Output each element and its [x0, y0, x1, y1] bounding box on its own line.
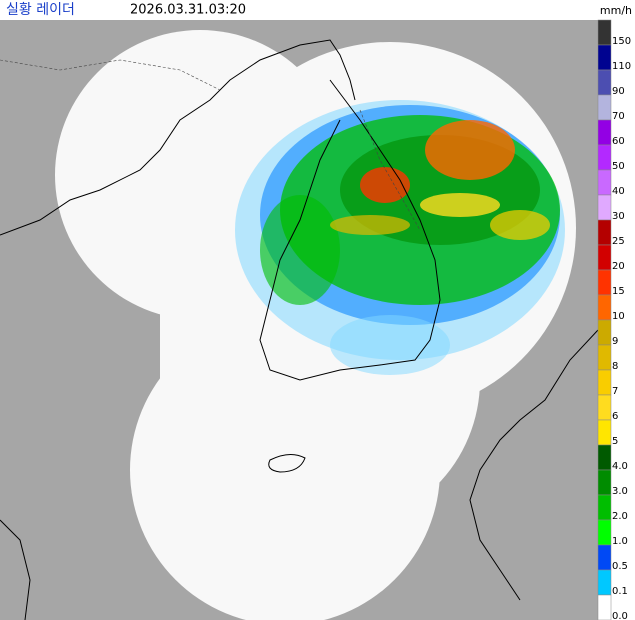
coastlines — [0, 39, 598, 620]
page-title: 실황 레이더 — [6, 2, 75, 18]
legend-label: 90 — [612, 86, 625, 97]
legend-swatch — [597, 94, 612, 121]
legend-label: 5 — [612, 436, 618, 447]
map — [0, 20, 598, 620]
legend-swatch — [597, 469, 612, 496]
unit-label: mm/h — [600, 4, 632, 17]
legend-swatch — [597, 344, 612, 371]
legend-swatch — [597, 394, 612, 421]
legend-swatch — [597, 494, 612, 521]
legend-swatch — [597, 119, 612, 146]
legend-label: 70 — [612, 111, 625, 122]
legend-label: 7 — [612, 386, 618, 397]
legend-label: 60 — [612, 136, 625, 147]
legend-swatch — [597, 319, 612, 346]
legend-swatch — [597, 444, 612, 471]
legend-label: 25 — [612, 236, 625, 247]
legend-label: 3.0 — [612, 486, 628, 497]
legend-swatch — [597, 144, 612, 171]
legend-label: 2.0 — [612, 511, 628, 522]
legend-label: 4.0 — [612, 461, 628, 472]
legend-label: 30 — [612, 211, 625, 222]
legend-label: 8 — [612, 361, 618, 372]
legend-label: 6 — [612, 411, 618, 422]
legend-swatch — [597, 294, 612, 321]
legend-label: 150 — [612, 36, 631, 47]
timestamp: 2026.03.31.03:20 — [130, 3, 246, 18]
legend-label: 0.5 — [612, 561, 628, 572]
legend-swatch — [597, 519, 612, 546]
precipitation — [235, 100, 565, 375]
legend-label: 0.1 — [612, 586, 628, 597]
borders — [0, 59, 421, 231]
legend-label: 20 — [612, 261, 625, 272]
legend-label: 1.0 — [612, 536, 628, 547]
legend-swatch — [597, 594, 612, 620]
legend-swatch — [597, 244, 612, 271]
legend-swatch — [597, 19, 612, 46]
legend: 150 110 90 70 60 50 40 30 25 20 15 10 9 8 7 6 5 4.0 3.0 2.0… — [597, 19, 631, 620]
legend-swatch — [597, 569, 612, 596]
legend-swatch — [597, 219, 612, 246]
legend-swatch — [597, 69, 612, 96]
legend-swatch — [597, 419, 612, 446]
legend-label: 40 — [612, 186, 625, 197]
legend-swatch — [597, 194, 612, 221]
legend-label: 9 — [612, 336, 618, 347]
legend-swatch — [597, 269, 612, 296]
legend-swatch — [597, 44, 612, 71]
legend-label: 15 — [612, 286, 625, 297]
legend-swatch — [597, 169, 612, 196]
legend-label: 10 — [612, 311, 625, 322]
legend-swatch — [597, 369, 612, 396]
legend-label: 0.0 — [612, 611, 628, 620]
header-bar — [0, 0, 635, 20]
legend-label: 50 — [612, 161, 625, 172]
legend-swatch — [597, 544, 612, 571]
legend-label: 110 — [612, 61, 631, 72]
